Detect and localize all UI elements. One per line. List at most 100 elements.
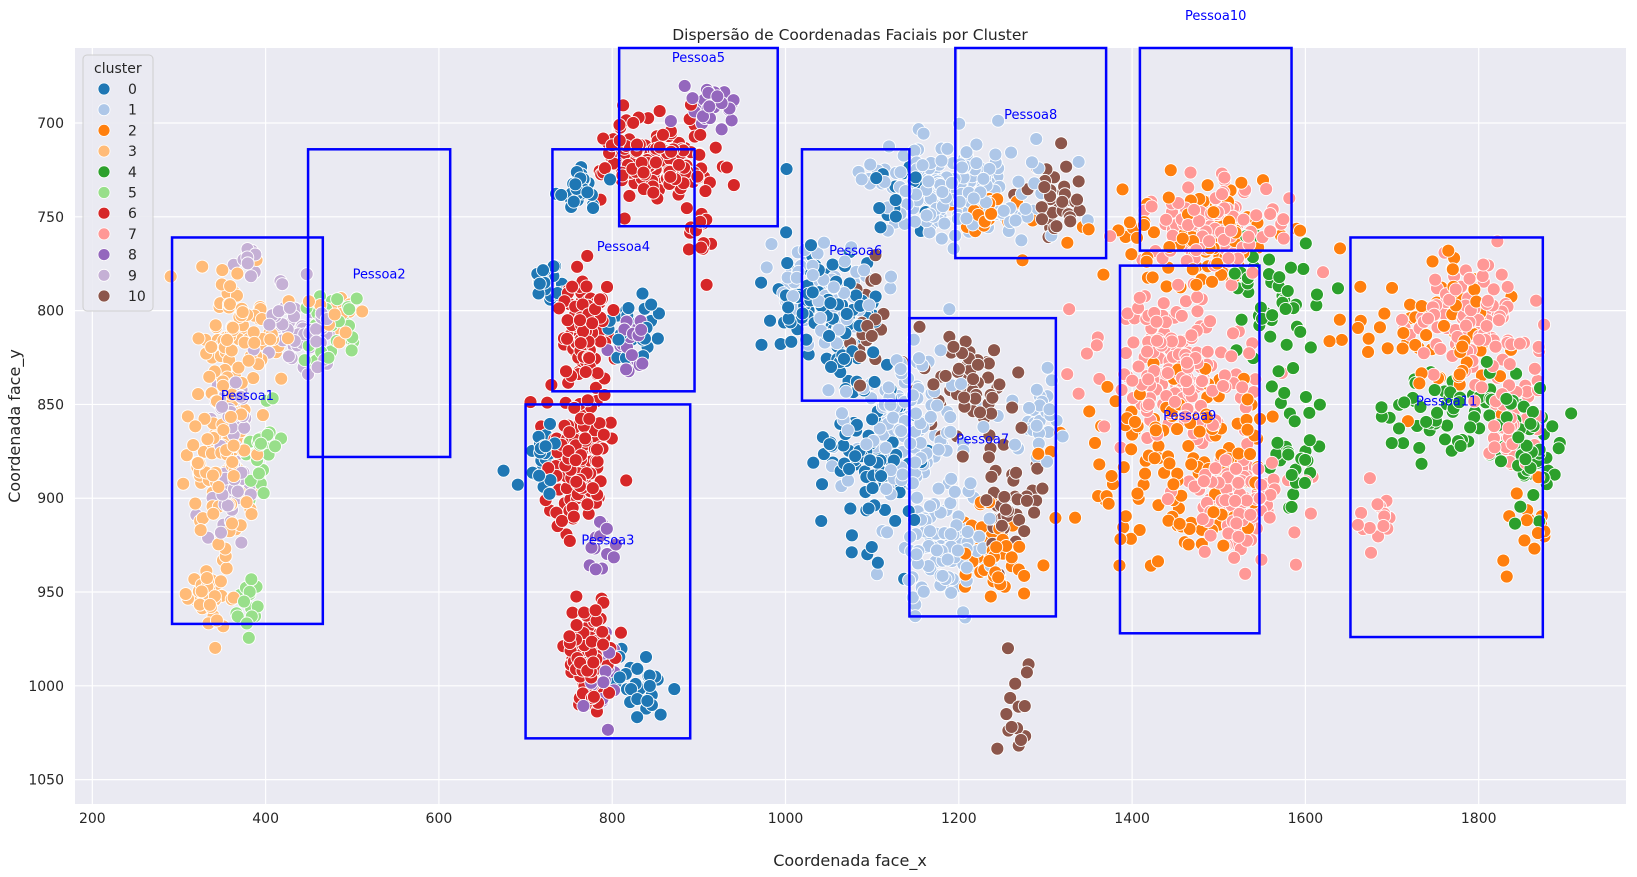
data-point-cluster-4 xyxy=(1525,405,1540,419)
data-point-cluster-7 xyxy=(1156,296,1171,311)
data-point-cluster-2 xyxy=(1200,410,1215,425)
data-point-cluster-0 xyxy=(874,469,889,483)
data-point-cluster-1 xyxy=(786,289,801,303)
data-point-cluster-7 xyxy=(1231,529,1246,544)
data-point-cluster-9 xyxy=(240,256,255,271)
data-point-cluster-2 xyxy=(1101,496,1116,511)
data-point-cluster-1 xyxy=(933,343,948,358)
data-point-cluster-6 xyxy=(593,292,607,307)
y-tick-label: 750 xyxy=(37,210,64,226)
data-point-cluster-7 xyxy=(1178,409,1193,424)
data-point-cluster-7 xyxy=(1487,440,1502,455)
data-point-cluster-3 xyxy=(191,387,206,402)
data-point-cluster-4 xyxy=(1287,414,1302,429)
data-point-cluster-10 xyxy=(971,357,985,372)
data-point-cluster-7 xyxy=(1202,234,1217,249)
data-point-cluster-4 xyxy=(1270,435,1285,450)
data-point-cluster-8 xyxy=(714,122,729,137)
data-point-cluster-10 xyxy=(1019,665,1034,680)
data-point-cluster-3 xyxy=(244,507,259,522)
data-point-cluster-1 xyxy=(1055,429,1070,444)
chart-title: Dispersão de Coordenadas Faciais por Clu… xyxy=(672,26,1028,44)
data-point-cluster-7 xyxy=(1362,471,1377,486)
data-point-cluster-7 xyxy=(1512,336,1527,351)
data-point-cluster-1 xyxy=(916,126,931,141)
data-point-cluster-1 xyxy=(893,362,908,376)
data-point-cluster-7 xyxy=(1259,182,1274,197)
data-point-cluster-2 xyxy=(1519,513,1534,528)
data-point-cluster-3 xyxy=(205,468,220,483)
data-point-cluster-3 xyxy=(188,419,203,434)
data-point-cluster-1 xyxy=(826,280,841,295)
data-point-cluster-7 xyxy=(1218,453,1233,468)
data-point-cluster-2 xyxy=(1031,446,1046,461)
data-point-cluster-4 xyxy=(1397,395,1412,410)
data-point-cluster-6 xyxy=(559,364,573,379)
data-point-cluster-2 xyxy=(1124,442,1139,457)
data-point-cluster-1 xyxy=(955,160,970,175)
data-point-cluster-3 xyxy=(163,269,178,284)
data-point-cluster-1 xyxy=(1014,233,1029,248)
data-point-cluster-4 xyxy=(1519,438,1534,453)
data-point-cluster-1 xyxy=(893,165,908,180)
data-point-cluster-3 xyxy=(235,305,250,320)
data-point-cluster-7 xyxy=(1288,557,1303,572)
data-point-cluster-8 xyxy=(576,698,591,713)
legend-marker-2 xyxy=(97,123,111,137)
data-point-cluster-10 xyxy=(912,319,927,334)
data-point-cluster-10 xyxy=(864,329,879,343)
data-point-cluster-0 xyxy=(822,328,836,343)
data-point-cluster-10 xyxy=(951,361,966,376)
data-point-cluster-2 xyxy=(1455,339,1470,354)
data-point-cluster-7 xyxy=(1196,474,1211,489)
data-point-cluster-8 xyxy=(634,322,649,337)
grid xyxy=(75,48,1626,804)
data-point-cluster-7 xyxy=(1467,394,1482,409)
legend-frame xyxy=(82,54,154,312)
data-point-cluster-2 xyxy=(1138,466,1152,481)
data-point-cluster-1 xyxy=(935,185,950,199)
legend-label-5: 5 xyxy=(128,186,137,202)
data-point-cluster-7 xyxy=(1174,308,1189,323)
data-point-cluster-2 xyxy=(1017,586,1032,601)
data-point-cluster-8 xyxy=(724,113,739,128)
annotation-label: Pessoa7 xyxy=(956,432,1009,447)
data-point-cluster-10 xyxy=(1055,194,1070,209)
data-point-cluster-7 xyxy=(1184,328,1199,343)
data-point-cluster-6 xyxy=(569,474,584,489)
data-point-cluster-1 xyxy=(1029,418,1044,433)
data-point-cluster-7 xyxy=(1442,292,1457,307)
data-point-cluster-1 xyxy=(831,322,846,337)
data-point-cluster-2 xyxy=(1148,423,1163,438)
data-point-cluster-1 xyxy=(946,241,961,256)
data-point-cluster-10 xyxy=(957,390,972,405)
data-point-cluster-7 xyxy=(1060,367,1075,382)
data-point-cluster-7 xyxy=(1501,421,1516,436)
data-point-cluster-0 xyxy=(630,661,645,676)
data-point-cluster-2 xyxy=(1200,178,1215,193)
data-point-cluster-7 xyxy=(1226,326,1240,341)
annotation-box-pessoa6 xyxy=(800,148,911,402)
data-point-cluster-2 xyxy=(1240,422,1255,437)
legend-label-3: 3 xyxy=(128,144,137,160)
data-point-cluster-6 xyxy=(582,351,597,365)
data-point-cluster-2 xyxy=(1530,526,1545,541)
data-point-cluster-0 xyxy=(639,650,653,664)
data-point-cluster-4 xyxy=(1427,383,1442,398)
data-point-cluster-10 xyxy=(1017,524,1032,539)
annotation-box-pessoa2 xyxy=(306,148,452,459)
data-point-cluster-6 xyxy=(570,259,585,274)
data-point-cluster-2 xyxy=(1147,451,1162,466)
data-point-cluster-3 xyxy=(188,496,203,511)
data-point-cluster-1 xyxy=(813,311,828,325)
data-point-cluster-0 xyxy=(805,285,820,300)
data-point-cluster-3 xyxy=(226,469,241,484)
data-point-cluster-0 xyxy=(621,301,636,315)
data-point-cluster-1 xyxy=(759,260,774,275)
data-point-cluster-7 xyxy=(1262,510,1277,525)
data-point-cluster-1 xyxy=(931,442,946,457)
data-point-cluster-7 xyxy=(1287,525,1302,540)
data-point-cluster-2 xyxy=(1004,550,1019,565)
data-point-cluster-7 xyxy=(1229,516,1244,531)
